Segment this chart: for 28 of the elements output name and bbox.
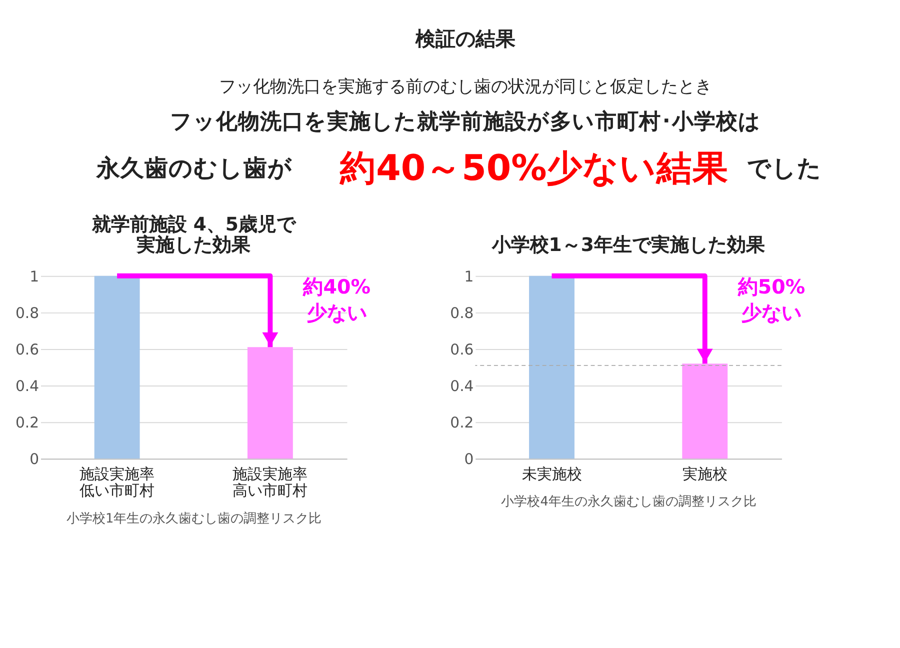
text: 約40～50%少ない結果 — [339, 148, 729, 190]
y-tick-label: 0.2 — [450, 414, 474, 432]
chart-title: 小学校1～3年生で実施した効果 — [490, 234, 766, 256]
text: フッ化物洗口を実施する前のむし歯の状況が同じと仮定したとき — [218, 76, 712, 96]
annotation: 約50%少ない — [736, 276, 806, 324]
x-tick-label: 未実施校 — [522, 466, 582, 483]
text: でした — [746, 154, 822, 182]
x-axis-title: 小学校4年生の永久歯むし歯の調整リスク比 — [501, 494, 756, 510]
y-tick-label: 0.2 — [15, 414, 40, 432]
y-tick-label: 1 — [30, 268, 40, 286]
y-tick-label: 0.4 — [450, 378, 474, 395]
y-tick-label: 0.8 — [15, 304, 40, 322]
text: 永久歯のむし歯が — [95, 154, 292, 182]
text: フッ化物洗口を実施した就学前施設が多い市町村･小学校は — [170, 108, 761, 135]
y-tick-label: 0 — [30, 451, 40, 468]
chart-title: 就学前施設 4、5歳児で実施した効果 — [90, 213, 296, 256]
x-tick-label: 実施校 — [682, 466, 728, 483]
y-tick-label: 0.8 — [450, 304, 474, 322]
x-axis-title: 小学校1年生の永久歯むし歯の調整リスク比 — [66, 510, 322, 526]
y-tick-label: 0.4 — [15, 378, 40, 395]
y-tick-label: 0.6 — [15, 341, 40, 358]
y-tick-label: 1 — [464, 268, 474, 286]
x-tick-label: 施設実施率高い市町村 — [232, 466, 308, 500]
annotation: 約40%少ない — [302, 276, 371, 324]
y-tick-label: 0.6 — [450, 341, 474, 358]
y-tick-label: 0 — [464, 451, 474, 468]
x-tick-label: 施設実施率低い市町村 — [80, 466, 155, 500]
text: 検証の結果 — [414, 28, 516, 51]
